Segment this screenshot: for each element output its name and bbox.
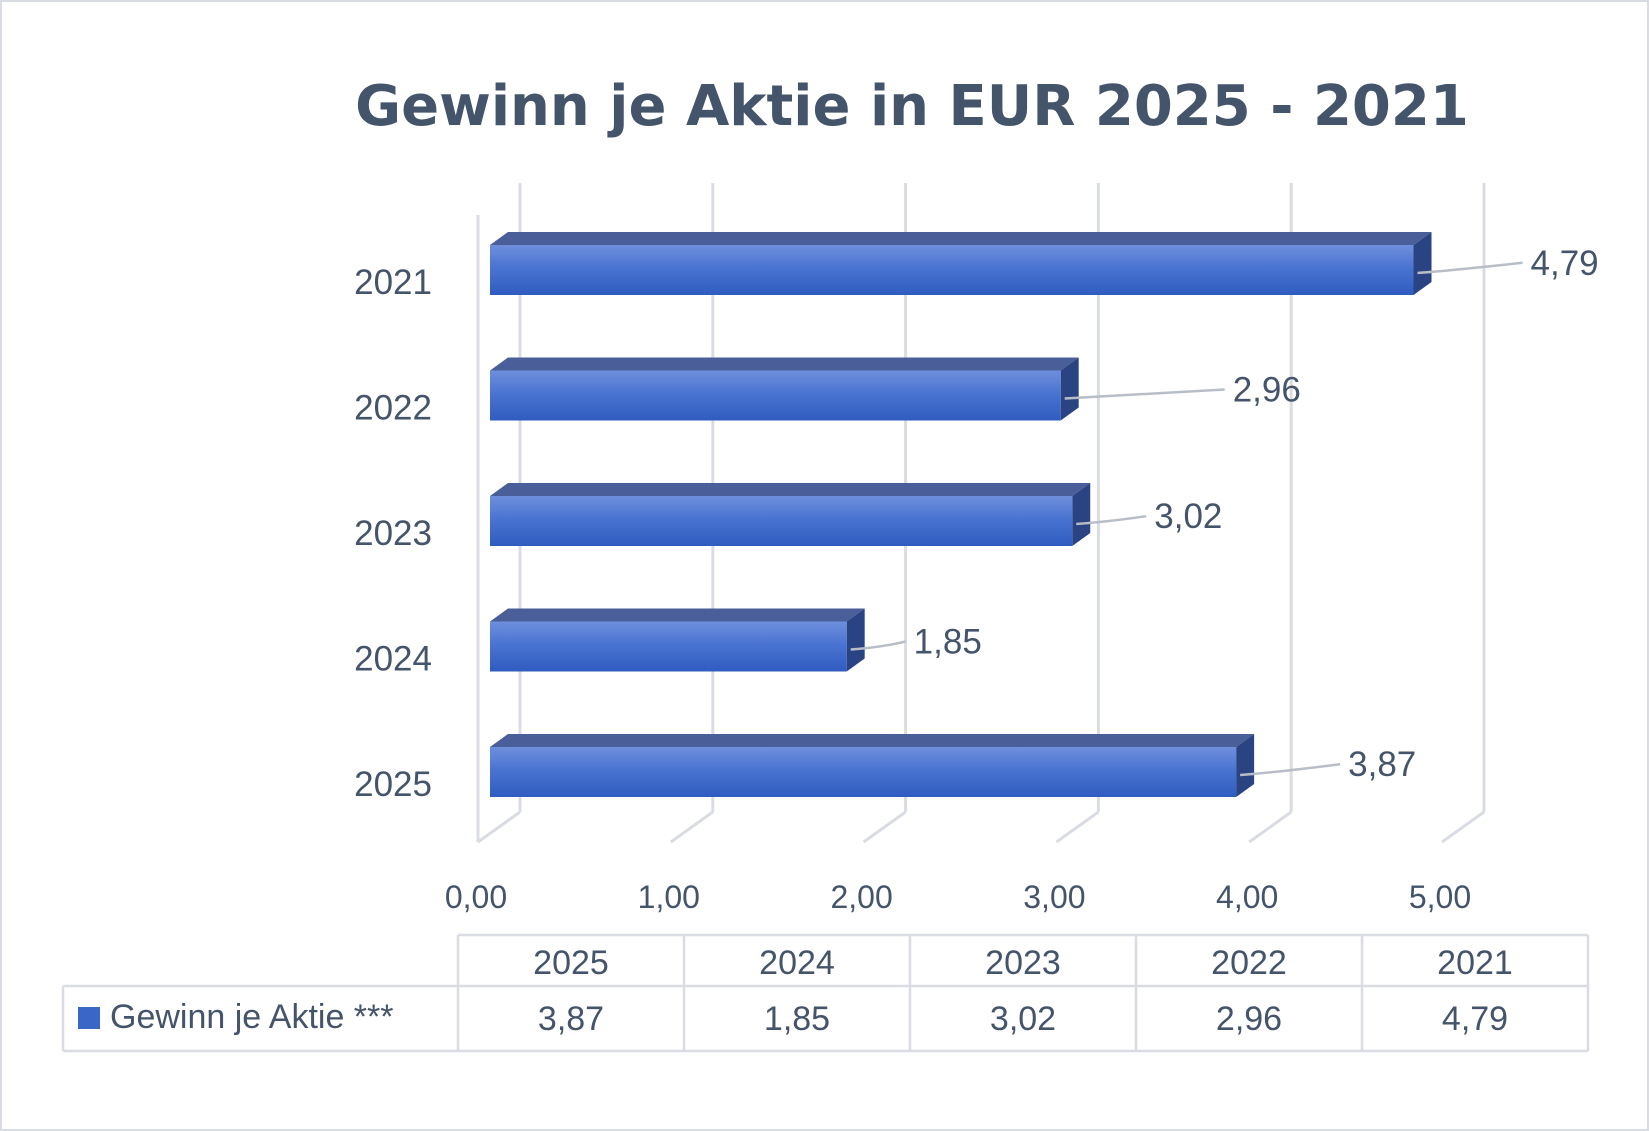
bar-top-face xyxy=(490,734,1255,747)
bar-front-face xyxy=(490,496,1073,546)
table-header-cell: 2023 xyxy=(985,944,1061,982)
table-value-cell: 4,79 xyxy=(1442,1000,1508,1038)
data-labels: 4,79 2,96 3,02 1,85 3,87 xyxy=(850,244,1599,784)
table-value-cell: 1,85 xyxy=(764,1000,830,1038)
bar-front-face xyxy=(490,747,1237,797)
bar-side-face xyxy=(1072,483,1091,546)
y-category-label: 2024 xyxy=(354,640,432,679)
bar-top-face xyxy=(490,483,1091,496)
gridline-floor xyxy=(669,810,714,844)
x-axis-ticks: 0,00 1,00 2,00 3,00 4,00 5,00 xyxy=(445,879,1471,915)
legend-label: Gewinn je Aktie *** xyxy=(110,998,394,1036)
table-value-cell: 3,02 xyxy=(990,1000,1056,1038)
y-category-label: 2021 xyxy=(354,263,432,302)
bar-top-face xyxy=(490,232,1432,245)
bar-2021 xyxy=(490,232,1432,295)
gridline-floor xyxy=(862,810,907,844)
y-axis-categories: 2021 2022 2023 2024 2025 xyxy=(354,263,432,804)
bar-front-face xyxy=(490,370,1061,421)
data-label: 2,96 xyxy=(1233,371,1301,410)
bar-top-face xyxy=(490,357,1079,371)
y-category-label: 2023 xyxy=(354,514,432,553)
data-label-leader xyxy=(1064,388,1225,400)
table-header-cell: 2024 xyxy=(759,944,835,982)
x-tick-label: 4,00 xyxy=(1216,879,1278,915)
x-tick-label: 3,00 xyxy=(1023,879,1085,915)
table-header-cell: 2021 xyxy=(1437,944,1513,982)
x-tick-label: 1,00 xyxy=(638,879,700,915)
chart-title: Gewinn je Aktie in EUR 2025 - 2021 xyxy=(355,74,1469,139)
data-label-leader xyxy=(1240,762,1341,777)
data-label: 3,87 xyxy=(1348,745,1416,784)
y-category-label: 2022 xyxy=(354,389,432,428)
data-label: 4,79 xyxy=(1531,244,1599,283)
bar-2024 xyxy=(490,608,865,672)
y-category-label: 2025 xyxy=(354,765,432,804)
bar-2023 xyxy=(490,483,1091,546)
bar-2022 xyxy=(490,357,1079,421)
table-value-cell: 2,96 xyxy=(1216,1000,1282,1038)
bar-top-face xyxy=(490,608,865,622)
x-tick-label: 2,00 xyxy=(830,879,892,915)
table-header-cell: 2025 xyxy=(533,944,609,982)
data-label-leader xyxy=(1417,261,1523,275)
gridline-floor xyxy=(1055,810,1100,844)
bar-front-face xyxy=(490,245,1414,295)
gridline-floor xyxy=(1248,810,1293,844)
gridline-floor xyxy=(477,810,521,844)
data-label: 3,02 xyxy=(1154,497,1222,536)
legend-key-icon xyxy=(78,1007,100,1029)
x-tick-label: 0,00 xyxy=(445,879,507,915)
x-tick-label: 5,00 xyxy=(1409,879,1471,915)
table-value-cell: 3,87 xyxy=(538,1000,604,1038)
bar-front-face xyxy=(490,621,847,672)
table-header-cell: 2022 xyxy=(1211,944,1287,982)
bar-side-face xyxy=(846,608,865,672)
data-table: 2025 2024 2023 2022 2021 3,87 1,85 3,02 2,96 4,79… xyxy=(61,933,1590,1053)
bar-side-face xyxy=(1236,734,1255,797)
data-label: 1,85 xyxy=(914,623,982,662)
data-label-leader xyxy=(850,640,906,651)
bars xyxy=(490,232,1432,797)
bar-side-face xyxy=(1413,232,1432,295)
data-label-leader xyxy=(1076,514,1147,526)
bar-2025 xyxy=(490,734,1255,797)
gridline-floor xyxy=(1441,810,1485,844)
bar-side-face xyxy=(1060,357,1079,421)
